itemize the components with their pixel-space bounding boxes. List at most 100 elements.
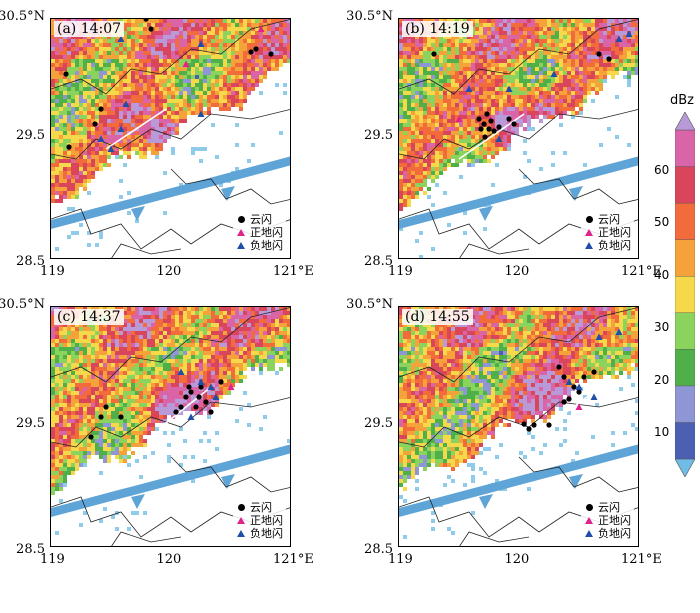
negative-cg-marker — [495, 135, 503, 142]
legend-negative-cg: 负地闪 — [236, 239, 283, 252]
legend-cloud-flash: 云闪 — [236, 501, 283, 514]
colorbar-segment — [675, 385, 695, 423]
cloud-flash-marker — [188, 389, 194, 395]
cloud-flash-marker — [103, 404, 109, 410]
cloud-flash-marker — [218, 379, 224, 385]
lightning-legend: 云闪 正地闪 负地闪 — [581, 499, 634, 542]
latitude-tick-label: 28.5 — [364, 254, 393, 269]
legend-cloud-flash: 云闪 — [584, 213, 631, 226]
colorbar — [675, 112, 695, 477]
latitude-tick-label: 30.5°N — [346, 297, 393, 312]
negative-cg-marker — [595, 333, 603, 340]
gust-front-band — [51, 444, 290, 517]
negative-cg-marker — [197, 110, 205, 117]
cloud-flash-marker — [561, 374, 567, 380]
gust-front-barb — [569, 474, 583, 489]
cloud-flash-marker — [511, 121, 517, 127]
triangle-marker-icon — [584, 242, 594, 249]
cloud-flash-marker — [143, 19, 149, 22]
legend-text: 云闪 — [250, 213, 272, 226]
cloud-flash-marker — [478, 126, 484, 132]
boundary-line — [51, 19, 290, 95]
cloud-flash-marker — [571, 384, 577, 390]
longitude-tick-label: 119 — [388, 264, 413, 279]
circle-marker-icon — [584, 504, 594, 511]
gust-front-barb — [479, 206, 493, 221]
cross-section-line — [105, 108, 167, 150]
negative-cg-marker — [212, 393, 220, 400]
boundary-line — [111, 243, 182, 258]
colorbar-tick-label: 40 — [654, 268, 670, 282]
colorbar-tick-label: 10 — [654, 425, 670, 439]
positive-cg-marker — [257, 25, 265, 32]
negative-cg-marker — [615, 328, 623, 335]
panel-time-label: (c) 14:37 — [54, 309, 124, 325]
longitude-tick-label: 119 — [40, 552, 65, 567]
cloud-flash-marker — [253, 46, 259, 52]
triangle-marker-icon — [584, 517, 594, 524]
negative-cg-marker — [107, 145, 115, 152]
boundary-line — [518, 456, 638, 493]
radar-reflectivity-map — [399, 307, 638, 546]
positive-cg-marker — [182, 60, 190, 67]
cloud-flash-marker — [596, 51, 602, 57]
cloud-flash-marker — [606, 56, 612, 62]
cloud-flash-marker — [526, 426, 532, 432]
cross-section-line — [458, 113, 525, 160]
gust-front-barb — [479, 494, 493, 509]
colorbar-segment — [675, 202, 695, 240]
colorbar-segment — [675, 166, 695, 204]
boundary-line — [111, 531, 182, 546]
panel-time-label: (d) 14:55 — [402, 309, 473, 325]
triangle-marker-icon — [584, 530, 594, 537]
cloud-flash-marker — [488, 118, 494, 124]
cloud-flash-marker — [561, 399, 567, 405]
legend-text: 云闪 — [598, 501, 620, 514]
negative-cg-marker — [117, 35, 125, 42]
lightning-legend: 云闪 正地闪 负地闪 — [233, 211, 286, 254]
legend-cloud-flash: 云闪 — [236, 213, 283, 226]
triangle-marker-icon — [236, 530, 246, 537]
triangle-marker-icon — [584, 229, 594, 236]
boundary-line — [51, 109, 290, 160]
longitude-tick-label: 120 — [504, 552, 530, 567]
cloud-flash-marker — [92, 121, 98, 127]
cloud-flash-marker — [118, 414, 124, 420]
gust-front-barb — [131, 494, 145, 509]
cloud-flash-marker — [196, 394, 202, 400]
negative-cg-marker — [187, 413, 195, 420]
legend-text: 负地闪 — [598, 239, 631, 252]
longitude-tick-label: 119 — [40, 264, 65, 279]
cloud-flash-marker — [66, 144, 72, 150]
boundary-line — [399, 397, 638, 448]
colorbar-segment — [675, 276, 695, 313]
latitude-tick-label: 28.5 — [364, 542, 393, 557]
gust-front-band — [51, 156, 290, 229]
radar-reflectivity-map — [51, 307, 290, 546]
longitude-tick-label: 121°E — [621, 552, 662, 567]
negative-cg-marker — [122, 100, 130, 107]
boundary-line — [51, 397, 290, 448]
radar-echo-field — [399, 307, 638, 539]
negative-cg-marker — [590, 393, 598, 400]
cloud-flash-marker — [63, 71, 69, 77]
gust-front-band — [399, 156, 638, 229]
negative-cg-marker — [117, 125, 125, 132]
boundary-line — [51, 307, 290, 383]
cloud-flash-marker — [98, 106, 104, 112]
cloud-flash-marker — [148, 26, 154, 32]
legend-positive-cg: 正地闪 — [236, 226, 283, 239]
cloud-flash-marker — [484, 111, 490, 117]
cloud-flash-marker — [268, 51, 274, 57]
panel-time-label: (a) 14:07 — [54, 21, 125, 37]
negative-cg-marker — [565, 378, 573, 385]
boundary-line — [399, 307, 638, 383]
legend-text: 云闪 — [250, 501, 272, 514]
cloud-flash-marker — [183, 394, 189, 400]
colorbar-tick-label: 60 — [654, 163, 670, 177]
gust-front-barb — [131, 206, 145, 221]
legend-text: 正地闪 — [598, 226, 631, 239]
boundary-line — [399, 19, 638, 95]
cloud-flash-marker — [193, 404, 199, 410]
colorbar-unit: dBz — [670, 93, 694, 108]
